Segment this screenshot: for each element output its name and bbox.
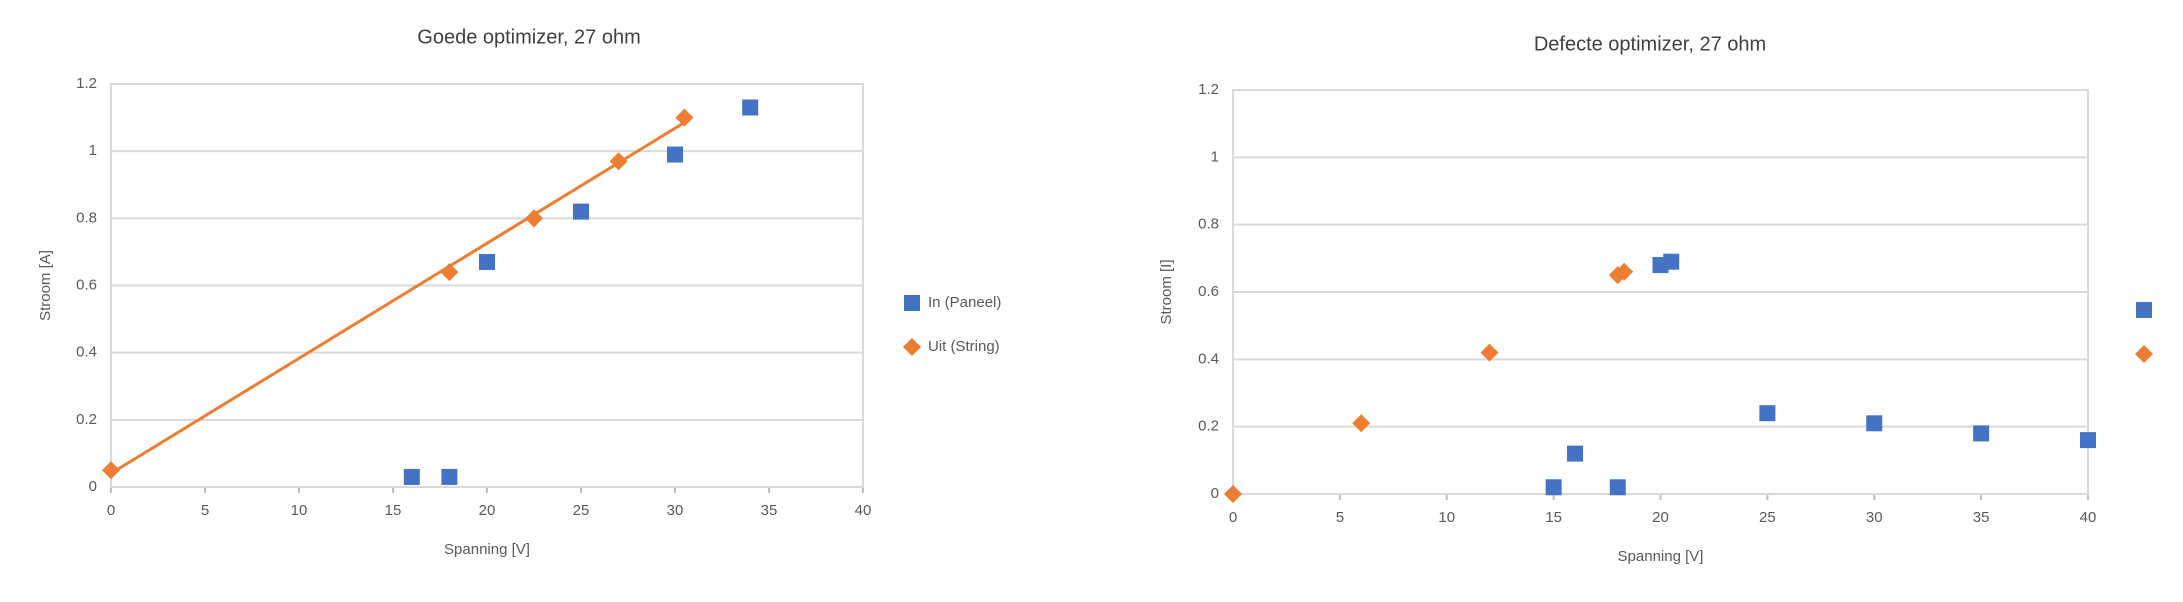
x-tick-label: 5	[1336, 509, 1344, 526]
point	[573, 203, 589, 220]
legend-label: Uit (String)	[928, 338, 1000, 355]
legend-label: In (Paneel)	[928, 294, 1001, 311]
x-tick-label: 5	[201, 502, 209, 519]
legend-marker	[904, 295, 920, 311]
x-axis-label: Spanning [V]	[1618, 548, 1704, 565]
x-tick-label: 15	[385, 502, 402, 519]
point	[609, 152, 628, 171]
point	[440, 263, 459, 282]
y-tick-label: 0.4	[1198, 350, 1219, 367]
point	[102, 461, 120, 480]
point	[1609, 479, 1626, 496]
x-axis-label: Spanning [V]	[444, 541, 530, 558]
y-tick-label: 0.2	[1198, 418, 1219, 435]
point	[403, 468, 420, 485]
y-tick-label: 0.2	[76, 411, 97, 428]
x-tick-label: 25	[573, 502, 590, 519]
x-tick-label: 10	[291, 502, 308, 519]
y-tick-label: 0.6	[1198, 283, 1219, 300]
point	[1663, 253, 1680, 270]
x-tick-label: 30	[1866, 509, 1883, 526]
x-tick-label: 15	[1545, 509, 1562, 526]
legend-marker	[903, 338, 921, 356]
point	[1480, 343, 1499, 362]
y-tick-label: 0.4	[76, 344, 97, 361]
y-tick-label: 0.8	[1198, 216, 1219, 233]
y-tick-label: 0	[1211, 485, 1219, 502]
point	[1352, 414, 1371, 433]
chart-title: Defecte optimizer, 27 ohm	[1534, 33, 1766, 55]
legend-marker	[2135, 345, 2153, 363]
y-axis-label: Stroom [A]	[37, 250, 54, 321]
point	[1866, 415, 1883, 432]
plot-frame	[110, 83, 864, 488]
point	[675, 108, 694, 127]
trendline	[110, 121, 686, 475]
x-tick-label: 40	[855, 502, 872, 519]
y-tick-label: 1	[89, 142, 97, 159]
point	[667, 146, 683, 163]
x-tick-label: 10	[1438, 509, 1455, 526]
y-tick-label: 0	[89, 478, 97, 495]
point	[742, 99, 759, 116]
x-tick-label: 35	[1973, 509, 1990, 526]
y-tick-label: 1.2	[1198, 81, 1219, 98]
plot-frame	[1232, 89, 2089, 495]
point	[1567, 445, 1583, 462]
x-tick-label: 0	[1229, 509, 1237, 526]
x-tick-label: 30	[667, 502, 684, 519]
x-tick-label: 20	[1652, 509, 1669, 526]
point	[441, 468, 458, 485]
x-tick-label: 0	[107, 502, 115, 519]
point	[1973, 425, 1990, 442]
point	[1224, 485, 1242, 503]
point	[1545, 479, 1562, 496]
x-tick-label: 35	[761, 502, 778, 519]
point	[1759, 405, 1776, 422]
y-tick-label: 0.8	[76, 209, 97, 226]
x-tick-label: 25	[1759, 509, 1776, 526]
point	[479, 253, 495, 270]
y-axis-label: Stroom [I]	[1158, 259, 1175, 324]
x-tick-label: 40	[2080, 509, 2097, 526]
y-tick-label: 1.2	[76, 75, 97, 92]
x-tick-label: 20	[479, 502, 496, 519]
legend-marker	[2136, 302, 2152, 318]
y-tick-label: 1	[1211, 148, 1219, 165]
point	[525, 209, 543, 228]
point	[1615, 262, 1634, 281]
y-tick-label: 0.6	[76, 276, 97, 293]
point	[2080, 432, 2096, 449]
chart-title: Goede optimizer, 27 ohm	[417, 26, 640, 48]
